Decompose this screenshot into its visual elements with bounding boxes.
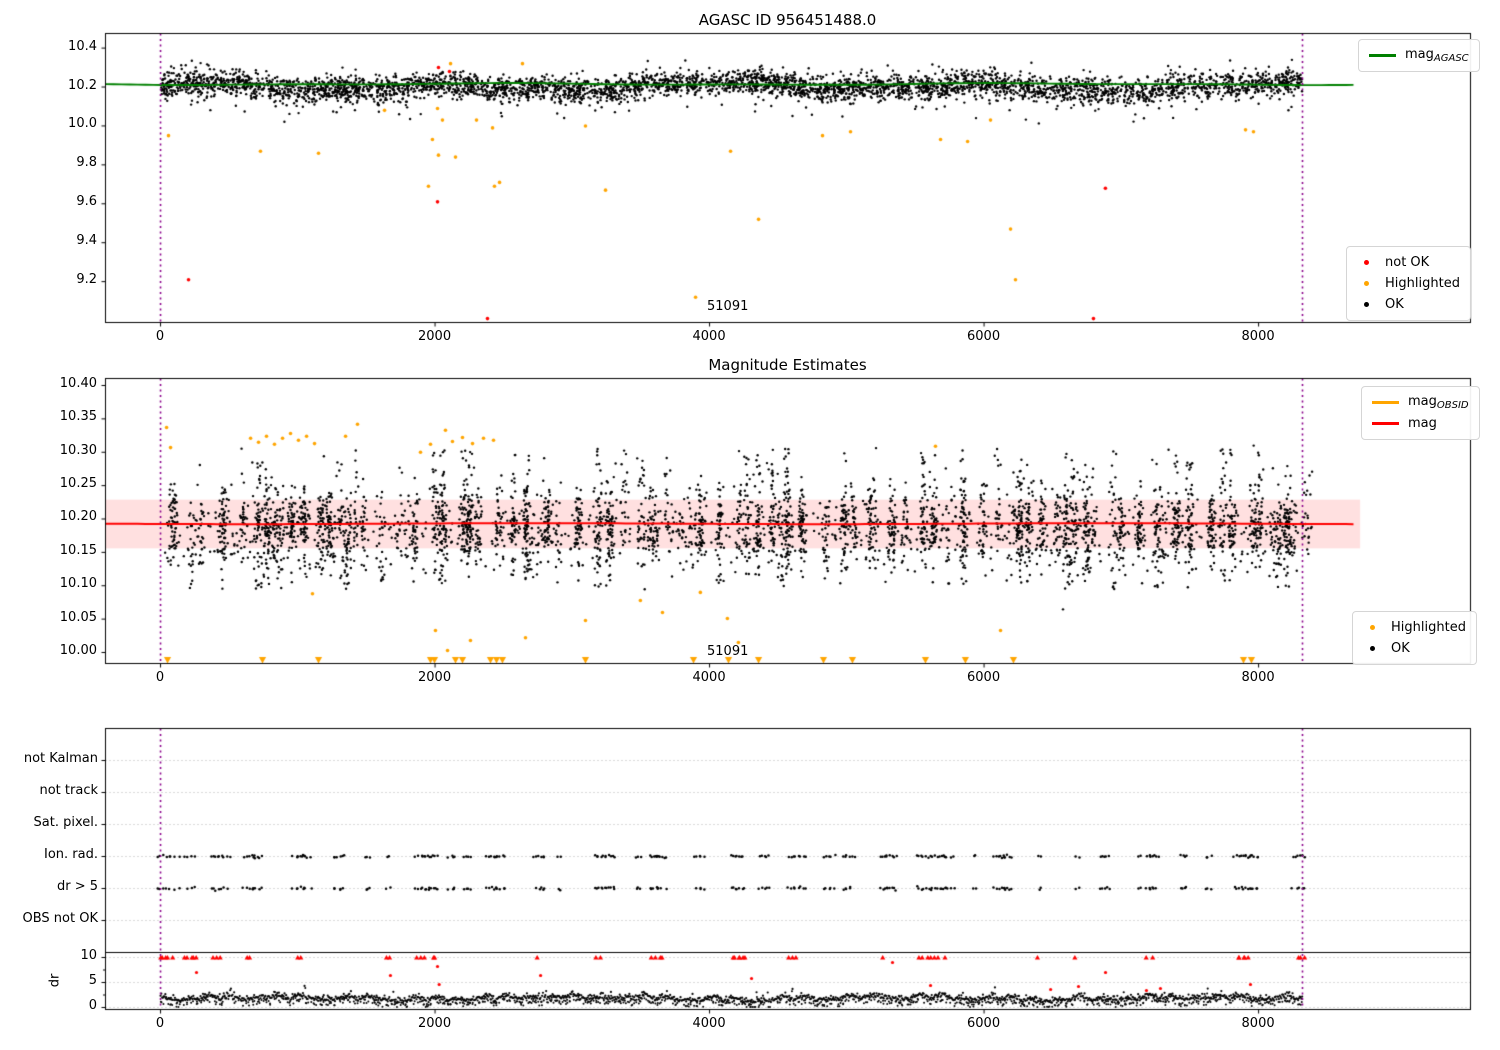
legend-entry-highlighted: Highlighted xyxy=(1357,273,1460,294)
plot2-ytick-10.35: 10.35 xyxy=(59,409,97,425)
legend-entry-mag: mag xyxy=(1372,413,1469,434)
plot3-xtick-4000: 4000 xyxy=(692,1016,726,1031)
legend-label: magOBSID xyxy=(1408,393,1469,412)
legend-label: Highlighted xyxy=(1385,276,1460,291)
legend-entry-mag-obsid: magOBSID xyxy=(1372,392,1469,413)
plot1-ytick-9.4: 9.4 xyxy=(76,233,97,249)
legend-plot2-categories: Highlighted OK xyxy=(1352,611,1477,665)
dr-ytick-0: 0 xyxy=(88,998,97,1013)
legend-label: not OK xyxy=(1385,255,1430,270)
plot2-xtick-4000: 4000 xyxy=(692,670,726,685)
flag-row-label-2: Sat. pixel. xyxy=(33,815,98,830)
plot1-xtick-6000: 6000 xyxy=(967,329,1001,344)
mag-line-swatch xyxy=(1372,422,1399,425)
plot3-xtick-6000: 6000 xyxy=(967,1016,1001,1031)
flag-row-label-5: OBS not OK xyxy=(22,911,99,926)
plot2-ytick-10.30: 10.30 xyxy=(59,442,97,458)
flag-row-label-3: Ion. rad. xyxy=(44,847,98,862)
plot2-ytick-10.40: 10.40 xyxy=(59,376,97,391)
plot2-ytick-10.00: 10.00 xyxy=(59,642,97,658)
plot1-obsid-annotation: 51091 xyxy=(707,299,749,314)
plot1-ytick-10.0: 10.0 xyxy=(68,116,97,132)
legend-mag-obsid: magOBSID mag xyxy=(1361,386,1480,440)
plot1-xtick-8000: 8000 xyxy=(1241,329,1275,344)
dr-ytick-10: 10 xyxy=(80,948,97,963)
plot2-obsid-annotation: 51091 xyxy=(707,644,749,659)
plot3-xtick-2000: 2000 xyxy=(418,1016,452,1031)
plot1-ytick-9.8: 9.8 xyxy=(76,155,97,171)
legend-label: mag xyxy=(1408,416,1437,431)
plot2-ytick-10.15: 10.15 xyxy=(59,542,97,558)
legend-entry-highlighted: Highlighted xyxy=(1363,617,1466,638)
flags-dr-plot-canvas xyxy=(95,718,1480,1019)
legend-mag-agasc: magAGASC xyxy=(1358,39,1480,72)
legend-label: magAGASC xyxy=(1405,46,1469,65)
plot2-title: Magnitude Estimates xyxy=(708,356,867,374)
plot1-ytick-9.6: 9.6 xyxy=(76,194,97,210)
plot2-xtick-2000: 2000 xyxy=(418,670,452,685)
legend-label: Highlighted xyxy=(1391,620,1466,635)
mag-obsid-line-swatch xyxy=(1372,401,1399,404)
flag-row-label-4: dr > 5 xyxy=(56,879,98,894)
plot1-ytick-9.2: 9.2 xyxy=(76,272,97,288)
plot1-xtick-4000: 4000 xyxy=(692,329,726,344)
plot1-xtick-2000: 2000 xyxy=(418,329,452,344)
legend-entry-not-ok: not OK xyxy=(1357,252,1460,273)
highlighted-dot-swatch xyxy=(1364,281,1369,286)
magnitude-estimates-plot-canvas xyxy=(95,368,1480,673)
legend-entry-mag-agasc: magAGASC xyxy=(1369,45,1469,66)
flag-row-label-1: not track xyxy=(39,783,98,798)
plot2-xtick-8000: 8000 xyxy=(1241,670,1275,685)
plot2-ytick-10.25: 10.25 xyxy=(59,476,97,492)
legend-label: OK xyxy=(1391,641,1410,656)
plot1-title: AGASC ID 956451488.0 xyxy=(698,11,877,29)
not-ok-dot-swatch xyxy=(1364,260,1369,265)
ok-dot-swatch xyxy=(1364,302,1369,307)
highlighted-dot-swatch xyxy=(1370,625,1375,630)
legend-label: OK xyxy=(1385,297,1404,312)
plot2-xtick-0: 0 xyxy=(155,670,165,685)
plot2-ytick-10.10: 10.10 xyxy=(59,576,97,592)
dr-axis-label: dr xyxy=(47,973,63,988)
plot2-ytick-10.20: 10.20 xyxy=(59,509,97,525)
flag-row-label-0: not Kalman xyxy=(23,751,98,766)
plot2-ytick-10.05: 10.05 xyxy=(59,609,97,625)
agasc-magnitudes-plot-canvas xyxy=(95,23,1480,332)
legend-plot1-categories: not OK Highlighted OK xyxy=(1346,246,1471,321)
plot1-ytick-10.2: 10.2 xyxy=(68,77,97,93)
legend-entry-ok: OK xyxy=(1357,294,1460,315)
dr-ytick-5: 5 xyxy=(88,973,97,988)
mag-agasc-line-swatch xyxy=(1369,54,1396,57)
plot2-xtick-6000: 6000 xyxy=(967,670,1001,685)
plot1-xtick-0: 0 xyxy=(155,329,165,344)
ok-dot-swatch xyxy=(1370,646,1375,651)
plot1-ytick-10.4: 10.4 xyxy=(68,38,97,54)
legend-entry-ok: OK xyxy=(1363,638,1466,659)
plot3-xtick-8000: 8000 xyxy=(1241,1016,1275,1031)
plot3-xtick-0: 0 xyxy=(155,1016,165,1031)
